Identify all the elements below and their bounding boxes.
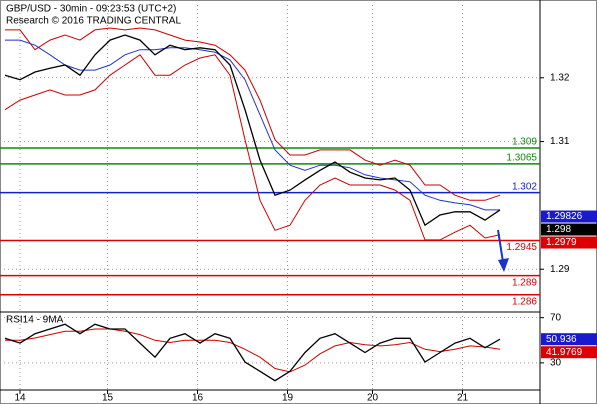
- price-marker: [541, 346, 597, 359]
- series-line: [5, 27, 501, 201]
- series-line: [4, 54, 501, 241]
- series-line: [5, 328, 501, 373]
- price-marker: [541, 210, 597, 223]
- x-tick-label: 19: [282, 393, 294, 404]
- level-label: 1.309: [512, 137, 537, 148]
- x-tick-label: 14: [14, 393, 26, 404]
- arrow: [497, 229, 504, 263]
- chart-title: GBP/USD - 30min - 09:23:53 (UTC+2): [6, 4, 176, 15]
- level-label: 1.3065: [506, 153, 537, 164]
- price-marker-label: 50.936: [546, 334, 577, 345]
- level-label: 1.286: [512, 296, 537, 307]
- y-tick-label: 70: [550, 312, 562, 323]
- y-tick-label: 1.32: [550, 72, 570, 83]
- price-marker-label: 1.29826: [546, 211, 583, 222]
- x-tick-label: 15: [102, 393, 114, 404]
- level-label: 1.289: [512, 277, 537, 288]
- price-marker: [541, 236, 597, 249]
- chart-subtitle: Research © 2016 TRADING CENTRAL: [6, 16, 181, 27]
- price-marker-label: 1.2979: [546, 237, 577, 248]
- y-tick-label: 1.29: [550, 264, 570, 275]
- series-line: [5, 39, 500, 211]
- level-label: 1.2945: [506, 242, 537, 253]
- y-tick-label: 30: [550, 358, 562, 369]
- plot: 1.29 1.31 1.32 14 15 16 19 20 21 1.309 1.3065 1.302…: [0, 5, 597, 404]
- rsi-title: RSI14 - 9MA: [6, 315, 64, 326]
- x-tick-label: 21: [457, 393, 469, 404]
- series-line: [4, 34, 501, 227]
- series-line: [4, 323, 501, 382]
- price-marker-label: 41.9769: [546, 347, 583, 358]
- y-tick-label: 1.31: [550, 136, 570, 147]
- arrow-head: [498, 258, 509, 272]
- x-tick-label: 20: [367, 393, 379, 404]
- price-marker: [541, 333, 597, 346]
- price-marker-label: 1.298: [546, 224, 571, 235]
- level-label: 1.302: [512, 181, 537, 192]
- x-tick-label: 16: [192, 393, 204, 404]
- price-marker: [541, 223, 597, 236]
